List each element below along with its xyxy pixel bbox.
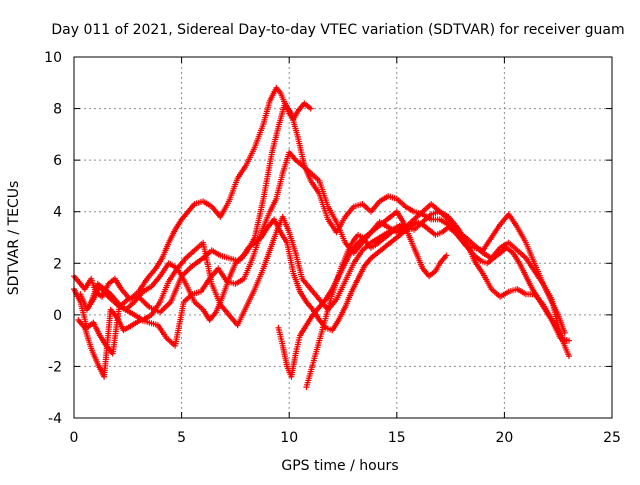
x-tick-label: 20 <box>495 430 513 446</box>
y-tick-label: 6 <box>53 153 62 169</box>
y-tick-label: 2 <box>53 256 62 272</box>
axes: 0 5 10 15 20 25 -4 -2 0 2 4 6 8 10 <box>44 50 621 446</box>
series-arc-5 <box>77 216 568 347</box>
y-tick-label: -4 <box>48 411 62 427</box>
x-tick-label: 10 <box>280 430 298 446</box>
series-arc-7 <box>303 221 405 391</box>
x-tick-label: 15 <box>388 430 406 446</box>
x-tick-label: 0 <box>70 430 79 446</box>
y-tick-label: 0 <box>53 308 62 324</box>
plot-frame <box>73 56 613 419</box>
y-axis-label: SDTVAR / TECUs <box>6 181 22 296</box>
y-tick-label: 8 <box>53 102 62 118</box>
series-markers <box>303 221 405 391</box>
x-tick-label: 25 <box>603 430 621 446</box>
y-tick-label: 4 <box>53 205 62 221</box>
y-tick-label: -2 <box>48 359 62 375</box>
y-tick-label: 10 <box>44 50 62 66</box>
series-markers <box>77 216 568 347</box>
x-tick-label: 5 <box>177 430 186 446</box>
series-arc-4 <box>88 208 572 344</box>
chart-title: Day 011 of 2021, Sidereal Day-to-day VTE… <box>51 22 624 38</box>
x-axis-label: GPS time / hours <box>281 458 398 474</box>
